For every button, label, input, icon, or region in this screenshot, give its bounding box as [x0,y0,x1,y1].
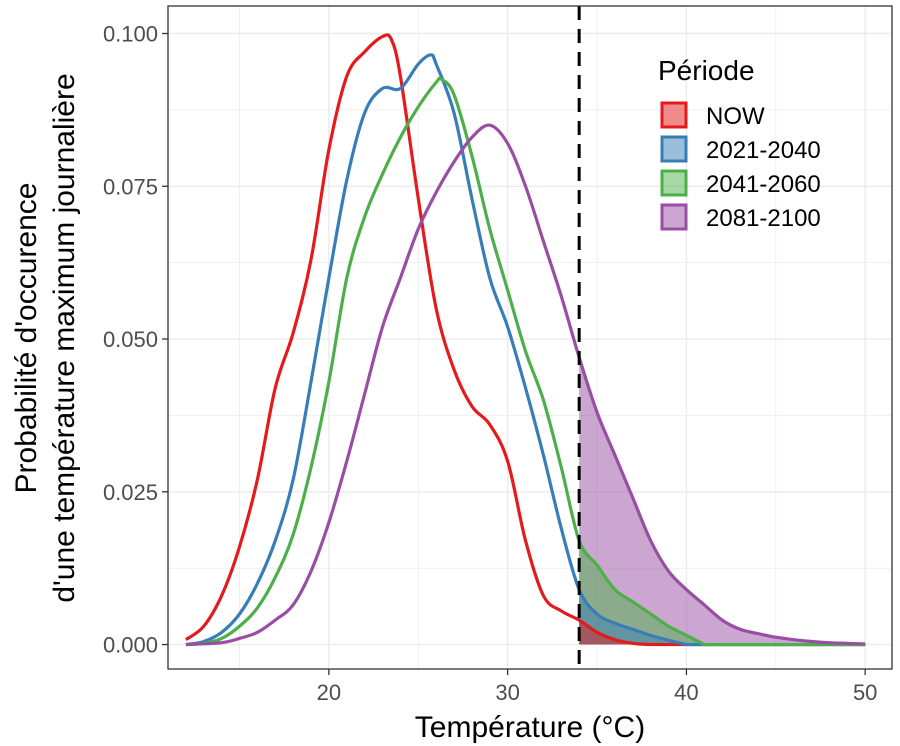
y-tick-label: 0.050 [103,327,158,352]
density-lines [184,33,866,647]
axis-ticks: 20 30 40 50 0.000 0.025 0.050 0.075 0.100 [103,21,877,705]
x-tick-label: 40 [674,680,698,705]
grid [168,6,892,669]
y-tick-label: 0.000 [103,633,158,658]
legend: Période NOW 2021-2040 2041-2060 2081-2100 [658,55,821,232]
y-tick-label: 0.025 [103,480,158,505]
x-axis-title: Température (°C) [415,711,645,744]
series-line-2041-2060 [185,76,866,647]
legend-label-2081-2100: 2081-2100 [706,205,821,232]
tail-area-2041-2060 [579,540,705,645]
tail-area-2021-2040 [579,589,687,645]
x-tick-label: 30 [495,680,519,705]
series-line-2081-2100 [185,123,866,647]
legend-label-2041-2060: 2041-2060 [706,171,821,198]
legend-swatch-2021-2040 [660,135,688,163]
y-tick-label: 0.100 [103,21,158,46]
legend-items: NOW 2021-2040 2041-2060 2081-2100 [660,101,821,232]
legend-swatch-2081-2100 [660,203,688,231]
panel-border [167,5,893,670]
tail-area-now [579,620,651,645]
y-tick-label: 0.075 [103,174,158,199]
legend-label-now: NOW [706,103,765,130]
y-axis-title-line2: d'une température maximum journalière [48,73,81,602]
threshold-fill-areas [579,357,866,645]
x-tick-label: 20 [317,680,341,705]
legend-swatch-now [660,101,688,129]
legend-swatch-2041-2060 [660,169,688,197]
legend-title: Période [658,55,755,86]
y-axis-title-line1: Probabilité d'occurence [10,183,43,494]
series-line-now [184,33,866,647]
legend-label-2021-2040: 2021-2040 [706,137,821,164]
tail-area-2081-2100 [579,357,866,645]
series-line-2021-2040 [185,53,866,647]
x-tick-label: 50 [853,680,877,705]
